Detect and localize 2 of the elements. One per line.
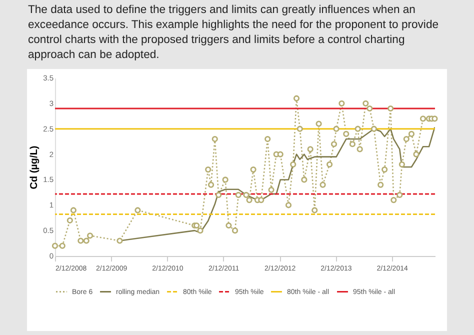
chart-title: The data used to define the triggers and limits can greatly influences when an exceedance occurs. This example highlights the need for the proponent to provide control charts with the proposed triggers and limits before a control charting approach can be adopted. — [28, 3, 440, 63]
y-axis-title: Cd (µg/L) — [29, 146, 40, 190]
